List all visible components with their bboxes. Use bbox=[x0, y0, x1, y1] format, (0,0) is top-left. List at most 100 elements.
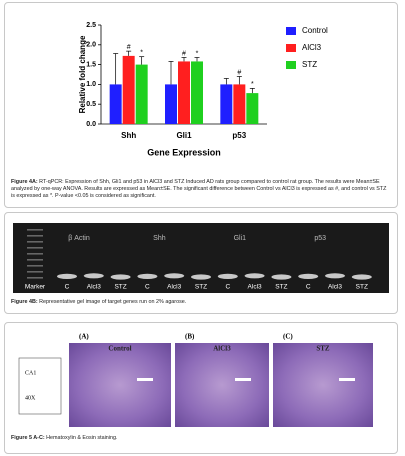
x-tick-label: Gli1 bbox=[176, 131, 192, 140]
figure-4a-panel: 0.0 0.5 1.0 1.5 2.0 2.5 Relative fold change Ge… bbox=[4, 2, 398, 208]
lane-label: Alcl3 bbox=[328, 284, 342, 291]
panel-title: Control bbox=[108, 345, 131, 353]
lane-label: STZ bbox=[275, 284, 287, 291]
caption-text: RT-qPCR: Expression of Shh, Gli1 and p53… bbox=[11, 179, 387, 199]
y-tick-label: 1.5 bbox=[86, 61, 96, 68]
region-label: CA1 bbox=[25, 370, 36, 376]
gel-band bbox=[244, 273, 265, 279]
lane-label: Alcl3 bbox=[87, 284, 101, 291]
caption-text: Hematoxylin & Eosin staining. bbox=[46, 435, 118, 441]
lane-label: C bbox=[306, 284, 311, 291]
gel-image: Marker C Alcl3 STZ C Alcl3 STZ C Alcl3 STZ C Alcl3 S… bbox=[13, 223, 389, 293]
figure-5-panel: CA1 40X (A) Control (B) AlCl3 (C) STZ Figure … bbox=[4, 322, 398, 454]
ladder-band bbox=[27, 277, 43, 279]
legend-label: AlCl3 bbox=[302, 43, 322, 52]
bar bbox=[135, 64, 148, 124]
gene-label: Shh bbox=[153, 235, 166, 242]
gel-band bbox=[57, 273, 77, 279]
significance-label: # bbox=[127, 44, 131, 51]
caption: Figure 4A: RT-qPCR: Expression of Shh, G… bbox=[11, 179, 391, 200]
lane-label: Alcl3 bbox=[248, 284, 262, 291]
bar bbox=[178, 61, 190, 124]
significance-label: * bbox=[196, 50, 199, 57]
x-tick-label: p53 bbox=[232, 131, 246, 140]
gene-label: Gli1 bbox=[234, 235, 247, 242]
magnification-label: 40X bbox=[25, 395, 36, 401]
ladder-band bbox=[27, 253, 43, 255]
gene-label: p53 bbox=[314, 235, 326, 242]
caption-label: Figure 5 A-C: bbox=[11, 435, 45, 441]
legend-label: STZ bbox=[302, 60, 317, 69]
y-axis-label: Relative fold change bbox=[78, 35, 87, 113]
legend-swatch bbox=[286, 61, 296, 69]
y-tick-label: 2.0 bbox=[86, 42, 96, 49]
lane-label: Marker bbox=[25, 284, 46, 291]
significance-label: # bbox=[237, 69, 241, 76]
significance-label: # bbox=[182, 50, 186, 57]
bar bbox=[165, 84, 177, 124]
gene-label: β Actin bbox=[68, 235, 90, 242]
y-tick-label: 0.0 bbox=[86, 121, 96, 128]
gel-band bbox=[164, 273, 185, 279]
lane-label: STZ bbox=[356, 284, 368, 291]
x-axis-label: Gene Expression bbox=[147, 147, 221, 157]
bar-chart: 0.0 0.5 1.0 1.5 2.0 2.5 Relative fold change Ge… bbox=[78, 22, 328, 158]
legend-label: Control bbox=[302, 26, 328, 35]
ladder-band bbox=[27, 247, 43, 249]
gel-band bbox=[271, 274, 292, 280]
y-tick-label: 0.5 bbox=[86, 101, 96, 108]
gel-band bbox=[351, 274, 372, 280]
y-tick-label: 2.5 bbox=[86, 22, 96, 29]
histology-images: CA1 40X (A) Control (B) AlCl3 (C) STZ bbox=[18, 333, 373, 427]
figure-4b-panel: Marker C Alcl3 STZ C Alcl3 STZ C Alcl3 STZ C Alcl3 S… bbox=[4, 212, 398, 314]
y-tick-label: 1.0 bbox=[86, 81, 96, 88]
gel-band bbox=[110, 274, 131, 280]
caption: Figure 5 A-C: Hematoxylin & Eosin staini… bbox=[11, 435, 391, 442]
bar bbox=[122, 55, 135, 124]
ladder-band bbox=[27, 265, 43, 267]
lane-label: C bbox=[65, 284, 70, 291]
panel-title: AlCl3 bbox=[213, 345, 231, 353]
gel-band bbox=[325, 273, 345, 279]
ladder-band bbox=[27, 271, 43, 273]
significance-label: * bbox=[140, 50, 143, 57]
x-tick-label: Shh bbox=[121, 131, 136, 140]
gel-background bbox=[13, 223, 389, 293]
legend-swatch bbox=[286, 27, 296, 35]
ladder-band bbox=[27, 235, 43, 237]
ladder-band bbox=[27, 241, 43, 243]
label-box bbox=[18, 357, 62, 415]
panel-title: STZ bbox=[316, 345, 330, 353]
caption-text: Representative gel image of target genes… bbox=[39, 299, 187, 305]
gel-band bbox=[217, 273, 238, 279]
lane-label: C bbox=[225, 284, 230, 291]
histology-image bbox=[273, 343, 373, 427]
panel-tag: (B) bbox=[185, 333, 195, 341]
lane-label: STZ bbox=[114, 284, 126, 291]
scale-bar bbox=[235, 378, 251, 381]
bar bbox=[109, 84, 122, 124]
gel-band bbox=[298, 273, 319, 279]
lane-label: Alcl3 bbox=[167, 284, 181, 291]
bar bbox=[191, 61, 203, 124]
panel-tag: (A) bbox=[79, 333, 89, 341]
lane-label: STZ bbox=[195, 284, 207, 291]
gel-band bbox=[83, 273, 104, 279]
significance-label: * bbox=[251, 81, 254, 88]
scale-bar bbox=[137, 378, 153, 381]
gel-band bbox=[191, 274, 211, 280]
lane-label: C bbox=[145, 284, 150, 291]
bar bbox=[233, 84, 246, 124]
caption-label: Figure 4A: bbox=[11, 179, 38, 185]
ladder-band bbox=[27, 259, 43, 261]
bar bbox=[246, 93, 259, 124]
caption-label: Figure 4B: bbox=[11, 299, 38, 305]
caption: Figure 4B: Representative gel image of t… bbox=[11, 299, 391, 306]
legend-swatch bbox=[286, 44, 296, 52]
ladder-band bbox=[27, 229, 43, 231]
scale-bar bbox=[339, 378, 355, 381]
bar bbox=[220, 84, 233, 124]
panel-tag: (C) bbox=[283, 333, 293, 341]
histology-image bbox=[69, 343, 171, 427]
